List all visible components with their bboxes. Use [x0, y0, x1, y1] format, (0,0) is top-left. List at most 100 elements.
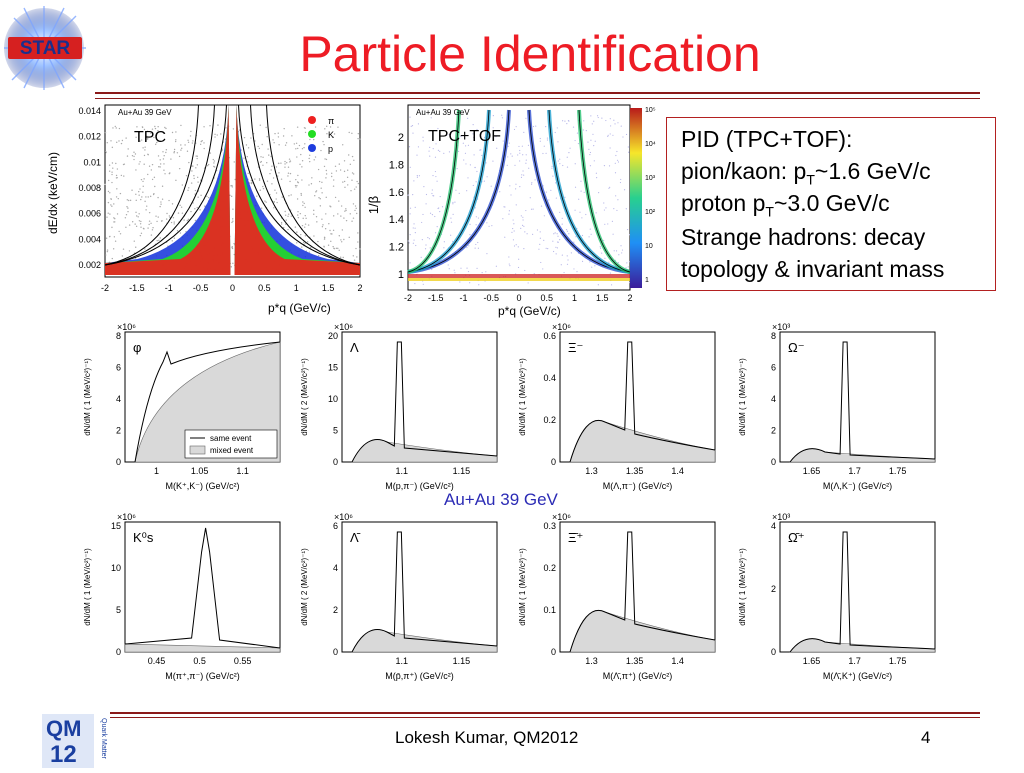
- tpc-scatter-point: [291, 135, 292, 136]
- mass-ytick: 6: [116, 363, 121, 373]
- tpc-scatter-point: [266, 136, 267, 137]
- tof-scatter-point: [557, 141, 558, 142]
- tof-scatter-point: [562, 165, 563, 166]
- tpc-xtick: 1.5: [322, 283, 335, 293]
- tpc-xtick: 0.5: [258, 283, 271, 293]
- tpc-scatter-point: [345, 208, 346, 209]
- tof-scatter-point: [525, 118, 526, 119]
- tof-scatter-point: [589, 154, 590, 155]
- tof-scatter-point: [559, 159, 560, 160]
- tpc-scatter-point: [154, 177, 155, 178]
- tpc-scatter-point: [297, 175, 298, 176]
- mass-ytick: 4: [116, 394, 121, 404]
- tpc-scatter-point: [285, 145, 286, 146]
- tof-scatter-point: [444, 241, 445, 242]
- tof-scatter-point: [603, 240, 604, 241]
- tpc-scatter-point: [311, 183, 312, 184]
- tpc-scatter-point: [139, 161, 140, 162]
- mass-xtick: 1.3: [585, 466, 598, 476]
- tpc-scatter-point: [356, 208, 357, 209]
- tof-ztick: 10⁵: [645, 107, 656, 114]
- tof-scatter-point: [411, 126, 412, 127]
- particle-label: Ω̄⁺: [788, 530, 805, 545]
- tpc-scatter-point: [340, 239, 341, 240]
- tpc-scatter-point: [305, 223, 306, 224]
- tof-scatter-point: [578, 143, 579, 144]
- tof-scatter-point: [412, 194, 413, 195]
- tpc-scatter-point: [231, 222, 232, 223]
- tof-scatter-point: [590, 140, 591, 141]
- tof-scatter-point: [409, 117, 410, 118]
- tof-scatter-point: [477, 242, 478, 243]
- tof-scatter-point: [468, 271, 469, 272]
- tpc-scatter-point: [142, 192, 143, 193]
- tpc-scatter-point: [154, 186, 155, 187]
- tof-scatter-point: [430, 213, 431, 214]
- tpc-scatter-point: [148, 196, 149, 197]
- tpc-scatter-point: [284, 167, 285, 168]
- tpc-scatter-point: [358, 183, 359, 184]
- tpc-scatter-point: [294, 143, 295, 144]
- tof-scatter-point: [624, 189, 625, 190]
- mass-xlabel: M(Λ̄,π⁺) (GeV/c²): [603, 671, 672, 681]
- tof-scatter-point: [541, 205, 542, 206]
- mass-plot-omega: ×10³ Ω⁻ dN/dM ( 1 (MeV/c²)⁻¹) M(Λ,K⁻) (GeV/…: [735, 320, 940, 500]
- tpc-scatter-point: [262, 165, 263, 166]
- tof-scatter-point: [442, 206, 443, 207]
- tpc-scatter-point: [359, 138, 360, 139]
- mass-xtick: 1.65: [803, 466, 821, 476]
- tof-scatter-point: [523, 226, 524, 227]
- tof-scatter-point: [476, 268, 477, 269]
- qm2012-logo-icon: QM 12 Quark Matter: [38, 712, 110, 768]
- tpc-scatter-point: [343, 257, 344, 258]
- tof-scatter-point: [450, 218, 451, 219]
- tof-scatter-point: [567, 259, 568, 260]
- tof-scatter-point: [524, 270, 525, 271]
- tpc-scatter-point: [296, 185, 297, 186]
- tof-scatter-point: [516, 244, 517, 245]
- tpc-ytick: 0.012: [78, 132, 101, 142]
- tpc-scatter-point: [180, 125, 181, 126]
- tpc-dedx-plot: Au+Au 39 GeV TPC π K p 0.014 0.012 0.01 0.0…: [40, 100, 370, 320]
- tpc-scatter-point: [145, 209, 146, 210]
- pid-line-2: pion/kaon: pT~1.6 GeV/c: [681, 158, 931, 188]
- tof-scatter-point: [555, 232, 556, 233]
- tpc-scatter-point: [118, 198, 119, 199]
- tof-scatter-point: [418, 146, 419, 147]
- tpc-scatter-point: [133, 152, 134, 153]
- tof-scatter-point: [525, 163, 526, 164]
- tof-scatter-point: [545, 126, 546, 127]
- tpc-scatter-point: [115, 163, 116, 164]
- tpc-scatter-point: [164, 127, 165, 128]
- tof-scatter-point: [452, 202, 453, 203]
- tpc-scatter-point: [333, 185, 334, 186]
- tpc-scatter-point: [109, 192, 110, 193]
- tpc-scatter-point: [344, 181, 345, 182]
- tof-scatter-point: [422, 137, 423, 138]
- tpc-scatter-point: [193, 175, 194, 176]
- tof-scatter-point: [558, 160, 559, 161]
- tof-scatter-point: [601, 252, 602, 253]
- tpc-scatter-point: [112, 258, 113, 259]
- tof-scatter-point: [410, 167, 411, 168]
- tpc-scatter-point: [301, 195, 302, 196]
- tof-scatter-point: [586, 130, 587, 131]
- tpc-scatter-point: [208, 164, 209, 165]
- tof-scatter-point: [564, 197, 565, 198]
- tpc-scatter-point: [112, 147, 113, 148]
- tpc-scatter-point: [340, 257, 341, 258]
- mass-xtick: 1.1: [396, 656, 409, 666]
- tof-scatter-point: [590, 115, 591, 116]
- tpc-scatter-point: [188, 162, 189, 163]
- tof-scatter-point: [432, 189, 433, 190]
- tpc-scatter-point: [262, 186, 263, 187]
- tof-scatter-point: [626, 134, 627, 135]
- tof-scatter-point: [590, 228, 591, 229]
- tpc-scatter-point: [133, 156, 134, 157]
- tof-scatter-point: [504, 237, 505, 238]
- tof-scatter-point: [412, 133, 413, 134]
- tpc-scatter-point: [181, 148, 182, 149]
- tpc-scatter-point: [307, 241, 308, 242]
- tpc-scatter-point: [308, 184, 309, 185]
- tpc-scatter-point: [278, 144, 279, 145]
